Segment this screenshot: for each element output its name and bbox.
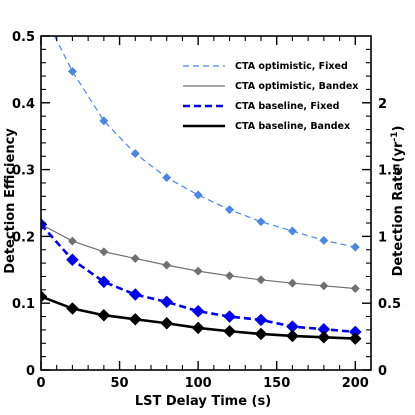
y2-axis-title-main: Detection Rate (yr xyxy=(391,141,406,276)
data-point xyxy=(350,242,360,252)
y2-tick-label: 0.5 xyxy=(378,297,401,312)
data-point xyxy=(99,247,109,257)
legend: CTA optimistic, Fixed CTA optimistic, Ban… xyxy=(183,61,358,132)
y-tick-label: 0.2 xyxy=(12,230,35,245)
data-point xyxy=(319,235,329,245)
data-point xyxy=(287,278,297,288)
data-point xyxy=(287,226,297,236)
x-tick-label: 150 xyxy=(263,376,290,391)
data-point xyxy=(99,116,109,126)
series-4 xyxy=(41,290,362,345)
data-point xyxy=(97,308,111,322)
y2-axis-title-sup: -1 xyxy=(390,132,400,142)
legend-label: CTA optimistic, Bandex xyxy=(235,81,358,92)
legend-item: CTA baseline, Fixed xyxy=(183,101,339,112)
legend-label: CTA baseline, Fixed xyxy=(235,101,339,112)
legend-label: CTA optimistic, Fixed xyxy=(235,61,348,72)
plot-frame xyxy=(40,35,372,371)
data-point xyxy=(254,313,268,327)
y2-axis-title: Detection Rate (yr-1) xyxy=(390,126,406,277)
data-point xyxy=(348,332,362,345)
legend-item: CTA baseline, Bandex xyxy=(183,121,350,132)
data-point xyxy=(162,260,172,270)
y-tick-label: 0 xyxy=(26,364,35,379)
y-tick-label: 0.5 xyxy=(12,30,35,45)
data-point xyxy=(191,304,205,318)
data-point xyxy=(225,205,235,215)
series-line xyxy=(41,223,356,290)
data-point xyxy=(223,310,236,323)
series-3 xyxy=(41,218,362,339)
data-point xyxy=(319,281,329,291)
x-tick-label: 200 xyxy=(342,376,369,391)
y-tick-label: 0.4 xyxy=(12,97,35,112)
data-point xyxy=(317,330,331,344)
series-2 xyxy=(41,219,360,294)
data-point xyxy=(162,173,172,183)
data-point xyxy=(256,275,266,285)
data-point xyxy=(67,66,77,76)
x-tick-label: 50 xyxy=(111,376,129,391)
legend-item: CTA optimistic, Fixed xyxy=(183,61,348,72)
series-layer xyxy=(41,36,362,345)
data-point xyxy=(191,321,205,335)
data-point xyxy=(350,283,360,294)
data-point xyxy=(41,290,48,303)
data-point xyxy=(254,327,268,341)
series-1 xyxy=(53,36,360,252)
series-line xyxy=(53,36,356,248)
x-tick-label: 0 xyxy=(36,376,45,391)
y2-tick-label: 1.5 xyxy=(378,164,401,179)
data-point xyxy=(256,217,266,227)
data-point xyxy=(67,236,77,246)
data-point xyxy=(223,324,236,338)
legend-item: CTA optimistic, Bandex xyxy=(183,81,358,92)
data-point xyxy=(97,275,111,289)
data-point xyxy=(160,295,174,309)
legend-label: CTA baseline, Bandex xyxy=(235,121,350,132)
y2-tick-label: 1 xyxy=(378,230,387,245)
data-point xyxy=(66,253,79,267)
y2-tick-label: 2 xyxy=(378,97,387,112)
axes: 0 50 100 150 200 0 0.1 0.2 0.3 0.4 0.5 0 0.5 1 1.5 2 xyxy=(12,30,401,391)
data-point xyxy=(130,149,140,159)
data-point xyxy=(41,218,48,231)
series-line xyxy=(41,223,356,334)
x-axis-title: LST Delay Time (s) xyxy=(135,394,271,409)
y-tick-label: 0.3 xyxy=(12,164,35,179)
data-point xyxy=(225,271,235,281)
data-point xyxy=(193,190,203,200)
data-point xyxy=(193,266,203,276)
data-point xyxy=(128,288,142,301)
y2-axis-title-close: ) xyxy=(391,126,406,132)
data-point xyxy=(130,253,140,263)
x-tick-label: 100 xyxy=(185,376,212,391)
data-point xyxy=(66,302,79,315)
data-point xyxy=(286,329,299,343)
data-point xyxy=(160,316,174,330)
data-point xyxy=(128,312,142,326)
y-tick-label: 0.1 xyxy=(12,297,35,312)
y2-tick-label: 0 xyxy=(378,364,387,379)
y-axis-title: Detection Efficiency xyxy=(3,128,18,274)
